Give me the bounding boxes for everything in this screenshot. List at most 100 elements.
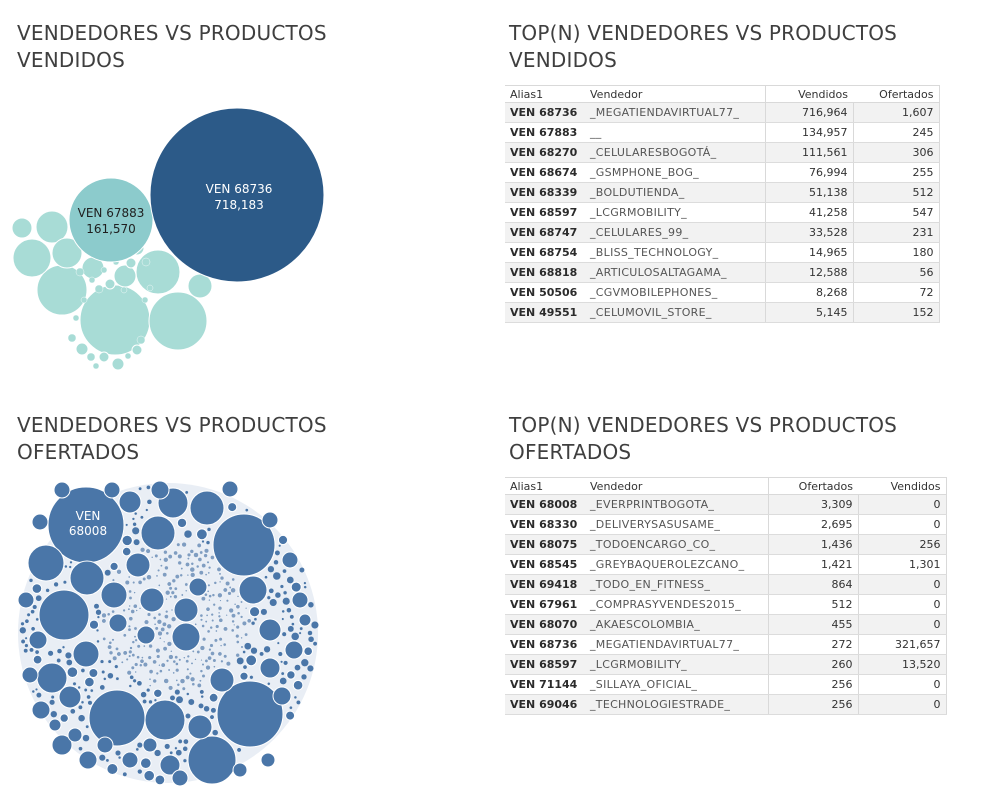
seller-bubble-small[interactable] xyxy=(127,624,131,628)
seller-bubble-small[interactable] xyxy=(140,547,146,553)
seller-bubble-small[interactable] xyxy=(274,549,281,556)
seller-bubble[interactable] xyxy=(238,575,268,605)
seller-bubble-small[interactable] xyxy=(88,619,100,630)
seller-bubble[interactable] xyxy=(125,552,151,578)
seller-bubble-small[interactable] xyxy=(120,660,124,664)
seller-bubble-small[interactable] xyxy=(287,625,295,633)
seller-bubble-small[interactable] xyxy=(249,675,254,680)
seller-bubble-small[interactable] xyxy=(146,612,152,617)
seller-bubble-small[interactable] xyxy=(209,643,214,648)
seller-bubble-small[interactable] xyxy=(235,652,240,658)
seller-bubble-small[interactable] xyxy=(299,626,304,631)
seller-bubble[interactable] xyxy=(135,249,181,295)
seller-bubble-small[interactable] xyxy=(175,668,180,673)
seller-bubble-small[interactable] xyxy=(142,644,146,648)
seller-bubble-small[interactable] xyxy=(286,576,295,584)
seller-bubble-small[interactable] xyxy=(154,774,166,786)
seller-bubble-small[interactable] xyxy=(34,649,40,655)
seller-bubble-small[interactable] xyxy=(128,596,133,600)
seller-bubble-small[interactable] xyxy=(78,746,83,752)
seller-bubble-small[interactable] xyxy=(177,553,183,559)
seller-bubble-small[interactable] xyxy=(203,705,210,712)
seller-bubble-small[interactable] xyxy=(148,669,154,674)
seller-bubble-small[interactable] xyxy=(107,644,113,650)
seller-bubble-small[interactable] xyxy=(208,692,219,703)
table-row[interactable]: VEN 68674 _GSMPHONE_BOG_ 76,994 255 xyxy=(505,162,940,183)
seller-bubble-small[interactable] xyxy=(267,682,271,686)
seller-bubble[interactable] xyxy=(58,685,82,709)
seller-bubble-small[interactable] xyxy=(133,626,138,631)
seller-bubble-small[interactable] xyxy=(165,610,169,614)
column-header-alias1[interactable]: Alias1 xyxy=(505,85,585,103)
seller-bubble-small[interactable] xyxy=(161,621,167,627)
seller-bubble-small[interactable] xyxy=(95,628,100,632)
seller-bubble-small[interactable] xyxy=(201,563,207,569)
seller-bubble-small[interactable] xyxy=(177,738,183,744)
seller-bubble[interactable] xyxy=(31,513,49,531)
seller-bubble-small[interactable] xyxy=(185,562,190,567)
seller-bubble-small[interactable] xyxy=(198,679,202,683)
seller-bubble-small[interactable] xyxy=(140,691,147,698)
column-header-ofertados[interactable]: Ofertados xyxy=(767,477,858,495)
seller-bubble-small[interactable] xyxy=(233,603,237,606)
seller-bubble-small[interactable] xyxy=(201,674,206,679)
seller-bubble-small[interactable] xyxy=(104,569,112,577)
seller-bubble[interactable] xyxy=(69,560,105,596)
seller-bubble-small[interactable] xyxy=(250,620,256,626)
seller-bubble-small[interactable] xyxy=(185,674,191,680)
seller-bubble-small[interactable] xyxy=(64,564,68,569)
seller-bubble-small[interactable] xyxy=(142,662,148,668)
seller-bubble[interactable] xyxy=(121,751,139,769)
seller-bubble-small[interactable] xyxy=(140,757,152,770)
seller-bubble-small[interactable] xyxy=(115,646,119,651)
seller-bubble-small[interactable] xyxy=(282,597,291,606)
seller-bubble-small[interactable] xyxy=(143,769,155,782)
seller-bubble-small[interactable] xyxy=(198,702,204,709)
seller-bubble-small[interactable] xyxy=(293,695,298,700)
seller-bubble[interactable] xyxy=(53,481,71,499)
seller-bubble-small[interactable] xyxy=(250,647,258,655)
seller-bubble-small[interactable] xyxy=(289,705,293,710)
seller-bubble-small[interactable] xyxy=(128,604,131,608)
seller-bubble-small[interactable] xyxy=(203,553,208,558)
seller-bubble-small[interactable] xyxy=(103,677,107,681)
seller-bubble-small[interactable] xyxy=(219,644,223,647)
seller-bubble-small[interactable] xyxy=(183,738,189,745)
seller-bubble-small[interactable] xyxy=(294,664,301,671)
seller-bubble-small[interactable] xyxy=(215,624,220,629)
seller-bubble-small[interactable] xyxy=(56,648,63,654)
seller-bubble-small[interactable] xyxy=(264,575,268,579)
seller-bubble-small[interactable] xyxy=(182,758,187,763)
seller-bubble-small[interactable] xyxy=(205,606,211,612)
seller-bubble-small[interactable] xyxy=(217,592,223,598)
seller-bubble-small[interactable] xyxy=(295,699,301,705)
seller-bubble-small[interactable] xyxy=(268,587,275,594)
seller-bubble-small[interactable] xyxy=(157,630,163,637)
column-header-vendidos[interactable]: Vendidos xyxy=(858,477,947,495)
column-header-vendidos[interactable]: Vendidos xyxy=(764,85,853,103)
seller-bubble[interactable] xyxy=(272,686,292,706)
seller-bubble-small[interactable] xyxy=(236,656,245,665)
seller-bubble-small[interactable] xyxy=(162,646,168,652)
seller-bubble-small[interactable] xyxy=(280,671,285,676)
seller-bubble-small[interactable] xyxy=(203,548,209,554)
seller-bubble-small[interactable] xyxy=(210,707,217,714)
seller-bubble-small[interactable] xyxy=(153,622,157,626)
seller-bubble-small[interactable] xyxy=(222,642,227,647)
seller-bubble-small[interactable] xyxy=(235,604,241,609)
seller-bubble-small[interactable] xyxy=(212,603,216,607)
seller-bubble[interactable] xyxy=(131,344,143,356)
seller-bubble-small[interactable] xyxy=(186,552,192,557)
seller-bubble-small[interactable] xyxy=(165,631,170,636)
seller-bubble-small[interactable] xyxy=(36,692,42,698)
seller-bubble-small[interactable] xyxy=(173,550,178,556)
seller-bubble-small[interactable] xyxy=(84,676,95,688)
seller-bubble-small[interactable] xyxy=(157,584,161,587)
seller-bubble[interactable] xyxy=(221,480,239,498)
seller-bubble-small[interactable] xyxy=(29,647,34,653)
seller-bubble-small[interactable] xyxy=(230,628,235,633)
seller-bubble-small[interactable] xyxy=(109,561,119,571)
seller-bubble-small[interactable] xyxy=(155,574,159,578)
seller-bubble-small[interactable] xyxy=(150,556,154,559)
seller-bubble[interactable] xyxy=(171,769,189,787)
